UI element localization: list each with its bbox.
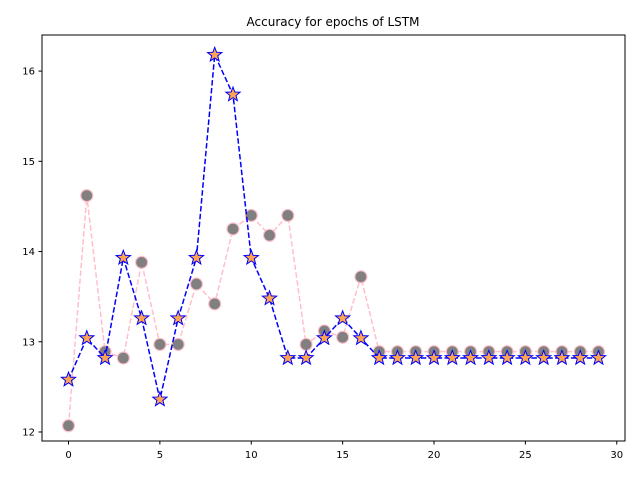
series-2-point bbox=[443, 349, 461, 366]
axes-layer: 0 5 10 15 20 25 30 12 13 14 15 16 bbox=[22, 67, 623, 461]
series-2-point bbox=[151, 390, 169, 407]
series-1-point bbox=[208, 297, 222, 311]
series-2-point bbox=[261, 289, 279, 306]
series-2-point bbox=[407, 349, 425, 366]
series-2-point bbox=[60, 370, 77, 387]
series-2-point bbox=[388, 349, 406, 366]
series-2-point bbox=[535, 349, 553, 366]
series-2-point bbox=[590, 349, 607, 366]
y-tick-label: 16 bbox=[22, 67, 35, 78]
series-1-point bbox=[61, 419, 76, 433]
series-2-point bbox=[516, 349, 534, 366]
series-2-point bbox=[279, 349, 297, 366]
series-2-point bbox=[187, 248, 205, 266]
series-1-point bbox=[354, 270, 368, 284]
series-2-point bbox=[370, 349, 388, 366]
y-tick-label: 14 bbox=[22, 247, 35, 258]
chart-title: Accuracy for epochs of LSTM bbox=[247, 15, 420, 29]
y-tick-label: 12 bbox=[22, 427, 35, 438]
x-tick-label: 20 bbox=[428, 450, 441, 461]
series-1-point bbox=[262, 228, 277, 242]
series-2-point bbox=[78, 329, 96, 346]
x-tick-label: 0 bbox=[65, 450, 71, 461]
series-2-point bbox=[315, 329, 333, 346]
series-1 bbox=[61, 188, 606, 433]
series-2-point bbox=[425, 349, 443, 366]
series-1-line bbox=[67, 195, 599, 426]
series-1-point bbox=[153, 337, 167, 352]
x-tick-label: 5 bbox=[157, 450, 163, 461]
series-2-point bbox=[96, 349, 114, 366]
series-2-point bbox=[480, 349, 498, 366]
series-1-point bbox=[226, 222, 240, 236]
series-1-point bbox=[171, 337, 185, 352]
y-tick-label: 15 bbox=[22, 157, 35, 168]
series-1-point bbox=[281, 208, 295, 223]
series-2-point bbox=[224, 85, 242, 102]
series-2-point bbox=[133, 309, 151, 326]
series-2-point bbox=[169, 309, 187, 326]
series-2-point bbox=[334, 309, 352, 326]
series-2 bbox=[60, 45, 607, 407]
series-2-point bbox=[498, 349, 516, 366]
series-2-point bbox=[553, 349, 571, 366]
series-layer bbox=[60, 45, 607, 433]
y-tick-label: 13 bbox=[22, 337, 35, 348]
series-1-point bbox=[116, 351, 130, 365]
series-1-point bbox=[80, 188, 94, 203]
series-2-point bbox=[571, 349, 589, 366]
series-2-point bbox=[242, 248, 260, 266]
series-2-line bbox=[67, 51, 599, 400]
series-1-point bbox=[189, 277, 204, 291]
x-tick-label: 25 bbox=[519, 450, 532, 461]
series-2-point bbox=[297, 349, 315, 366]
series-1-point bbox=[336, 330, 350, 344]
series-2-point bbox=[206, 45, 224, 63]
series-1-point bbox=[135, 255, 149, 269]
series-1-point bbox=[244, 208, 258, 223]
series-2-point bbox=[114, 248, 132, 266]
series-2-point bbox=[462, 349, 480, 366]
x-tick-label: 30 bbox=[610, 450, 623, 461]
series-2-point bbox=[352, 329, 370, 346]
series-1-point bbox=[299, 337, 313, 352]
x-tick-label: 10 bbox=[245, 450, 258, 461]
x-tick-label: 15 bbox=[336, 450, 349, 461]
plot-frame bbox=[41, 34, 626, 442]
